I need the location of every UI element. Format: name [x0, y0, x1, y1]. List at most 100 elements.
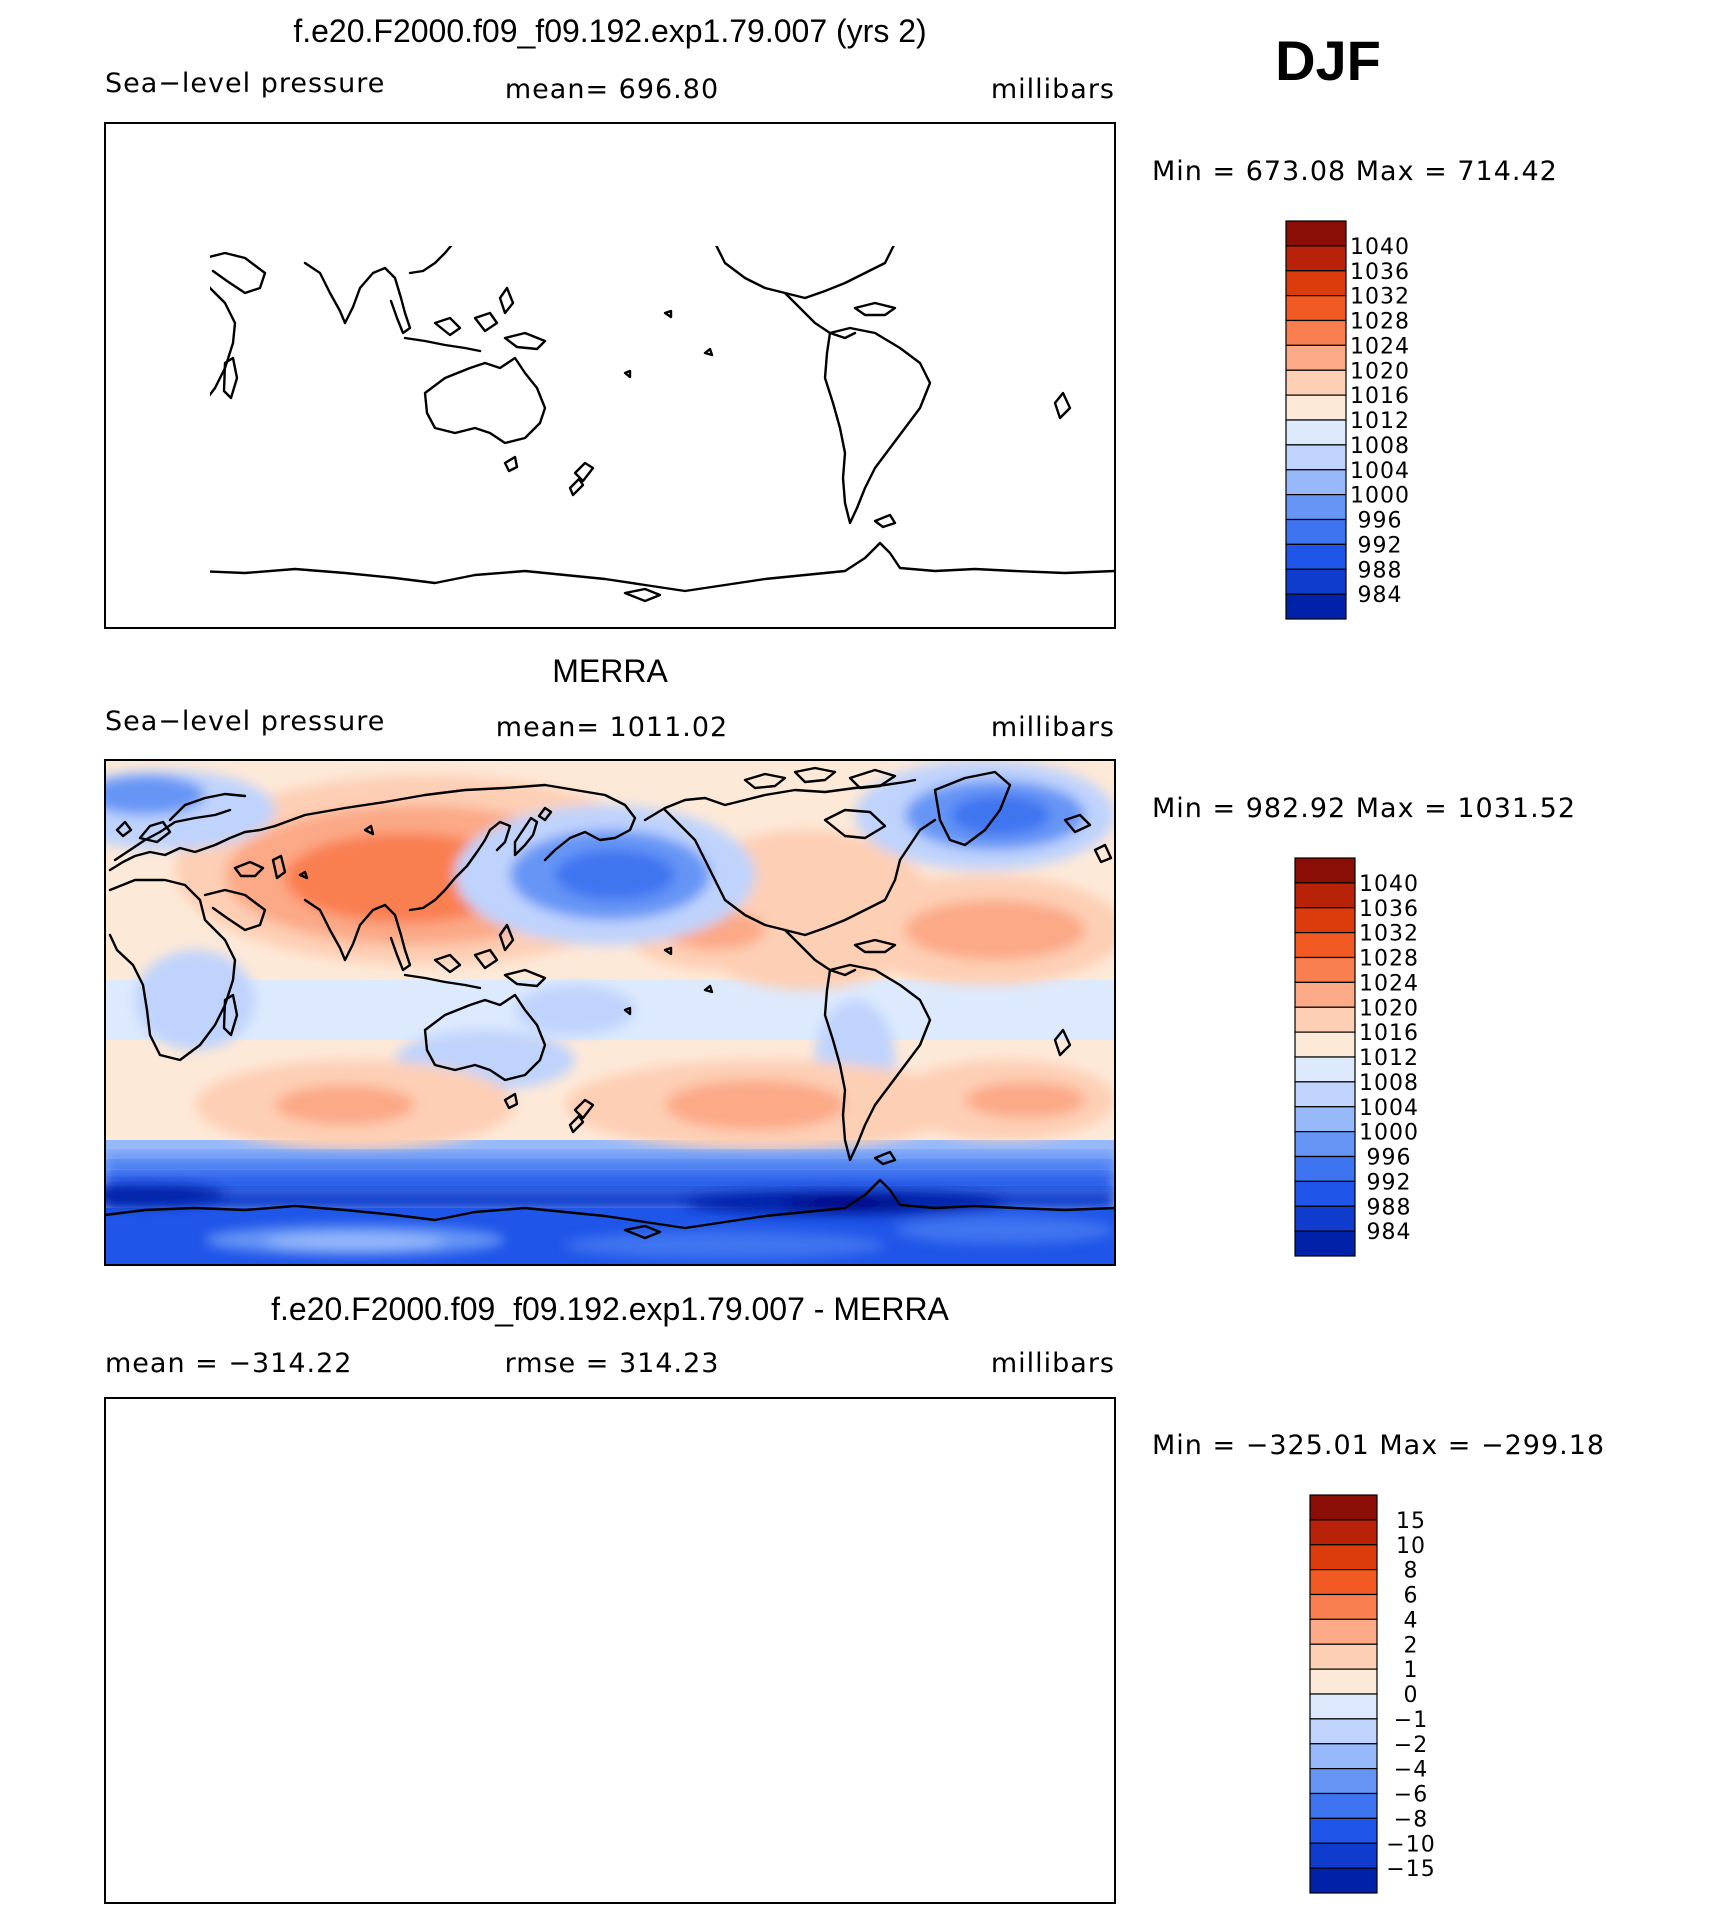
panel-model-title: f.e20.F2000.f09_f09.192.exp1.79.007 (yrs… [293, 13, 926, 49]
colorbar-swatch [1309, 1792, 1378, 1819]
colorbar-tick-label: 1032 [1350, 285, 1410, 310]
colorbar-tick-label: 996 [1358, 509, 1403, 534]
colorbar-tick-label: −2 [1394, 1733, 1428, 1758]
colorbar-swatch [1285, 444, 1347, 471]
colorbar-tick-label: −4 [1394, 1758, 1428, 1783]
panel-difference: f.e20.F2000.f09_f09.192.exp1.79.007 - ME… [104, 1291, 1605, 1904]
colorbar-tick-label: −15 [1386, 1857, 1435, 1882]
colorbar-swatch [1285, 369, 1347, 396]
colorbar-tick-label: 1012 [1350, 409, 1410, 434]
colorbar-swatch [1285, 220, 1347, 247]
colorbar-swatch [1309, 1867, 1378, 1894]
colorbar-tick-label: 1016 [1359, 1021, 1419, 1046]
colorbar-tick-label: 1004 [1350, 459, 1410, 484]
colorbar-swatch [1294, 1155, 1356, 1182]
colorbar-swatch [1285, 568, 1347, 595]
colorbar-swatch [1285, 593, 1347, 620]
panel-difference-rmse: rmse = 314.23 [505, 1348, 720, 1379]
colorbar-tick-label: 1024 [1359, 971, 1419, 996]
colorbar-swatch [1309, 1842, 1378, 1869]
colorbar-swatch [1294, 857, 1356, 884]
colorbar-swatch [1309, 1743, 1378, 1770]
colorbar-swatch [1294, 882, 1356, 909]
colorbar-tick-label: 992 [1358, 533, 1403, 558]
panel-merra-colorbar: 1040103610321028102410201016101210081004… [1294, 857, 1419, 1257]
panel-difference-map-background [105, 1398, 1115, 1903]
colorbar-tick-label: −6 [1394, 1783, 1428, 1808]
colorbar-tick-label: 1004 [1359, 1096, 1419, 1121]
colorbar-swatch [1285, 270, 1347, 297]
colorbar-tick-label: 988 [1358, 558, 1403, 583]
panel-difference-title: f.e20.F2000.f09_f09.192.exp1.79.007 - ME… [271, 1291, 949, 1327]
colorbar-tick-label: −1 [1394, 1708, 1428, 1733]
colorbar-swatch [1309, 1718, 1378, 1745]
colorbar-tick-label: 1020 [1350, 359, 1410, 384]
colorbar-tick-label: 1000 [1350, 484, 1410, 509]
colorbar-swatch [1309, 1544, 1378, 1571]
colorbar-swatch [1309, 1494, 1378, 1521]
colorbar-tick-label: 15 [1396, 1509, 1426, 1534]
panel-merra-title: MERRA [552, 653, 668, 689]
colorbar-swatch [1309, 1519, 1378, 1546]
panel-model-colorbar: 1040103610321028102410201016101210081004… [1285, 220, 1410, 620]
panel-merra-field-label: Sea−level pressure [105, 706, 385, 737]
colorbar-tick-label: 2 [1404, 1633, 1419, 1658]
colorbar-swatch [1294, 956, 1356, 983]
colorbar-swatch [1294, 1056, 1356, 1083]
colorbar-swatch [1294, 1205, 1356, 1232]
panel-model-map-background [105, 123, 1115, 628]
colorbar-tick-label: 6 [1404, 1584, 1419, 1609]
colorbar-swatch [1309, 1643, 1378, 1670]
colorbar-swatch [1285, 469, 1347, 496]
panel-merra-units: millibars [991, 712, 1115, 743]
colorbar-swatch [1285, 543, 1347, 570]
panel-merra-filled-contours [105, 760, 1115, 1265]
colorbar-tick-label: 984 [1358, 583, 1403, 608]
panel-difference-minmax: Min = −325.01 Max = −299.18 [1152, 1430, 1605, 1461]
panel-difference-map-frame [104, 1397, 1116, 1904]
colorbar-swatch [1285, 344, 1347, 371]
colorbar-swatch [1285, 419, 1347, 446]
colorbar-tick-label: −10 [1386, 1832, 1435, 1857]
colorbar-swatch [1294, 1081, 1356, 1108]
colorbar-swatch [1285, 394, 1347, 421]
colorbar-swatch [1285, 245, 1347, 272]
colorbar-tick-label: 1000 [1359, 1121, 1419, 1146]
colorbar-swatch [1309, 1668, 1378, 1695]
colorbar-tick-label: 1028 [1359, 947, 1419, 972]
colorbar-tick-label: 1024 [1350, 334, 1410, 359]
season-label: DJF [1275, 29, 1381, 92]
colorbar-swatch [1285, 319, 1347, 346]
colorbar-tick-label: −8 [1394, 1807, 1428, 1832]
colorbar-tick-label: 1008 [1350, 434, 1410, 459]
colorbar-tick-label: 1012 [1359, 1046, 1419, 1071]
colorbar-tick-label: 1036 [1359, 897, 1419, 922]
colorbar-tick-label: 984 [1367, 1220, 1412, 1245]
panel-model-units: millibars [991, 74, 1115, 105]
colorbar-swatch [1309, 1817, 1378, 1844]
colorbar-swatch [1294, 932, 1356, 959]
colorbar-swatch [1294, 907, 1356, 934]
colorbar-tick-label: 988 [1367, 1195, 1412, 1220]
panel-merra-mean: mean= 1011.02 [496, 712, 728, 743]
colorbar-tick-label: 992 [1367, 1170, 1412, 1195]
colorbar-swatch [1309, 1569, 1378, 1596]
colorbar-swatch [1294, 1180, 1356, 1207]
panel-model: f.e20.F2000.f09_f09.192.exp1.79.007 (yrs… [104, 13, 1558, 629]
colorbar-swatch [1294, 1230, 1356, 1257]
colorbar-swatch [1309, 1593, 1378, 1620]
colorbar-tick-label: 1036 [1350, 260, 1410, 285]
colorbar-tick-label: 1020 [1359, 996, 1419, 1021]
colorbar-tick-label: 1016 [1350, 384, 1410, 409]
colorbar-swatch [1294, 1031, 1356, 1058]
panel-model-minmax: Min = 673.08 Max = 714.42 [1152, 156, 1558, 187]
colorbar-swatch [1285, 494, 1347, 521]
colorbar-swatch [1309, 1693, 1378, 1720]
colorbar-tick-label: 1040 [1350, 235, 1410, 260]
colorbar-tick-label: 1028 [1350, 310, 1410, 335]
colorbar-swatch [1309, 1618, 1378, 1645]
panel-difference-units: millibars [991, 1348, 1115, 1379]
colorbar-swatch [1294, 1006, 1356, 1033]
